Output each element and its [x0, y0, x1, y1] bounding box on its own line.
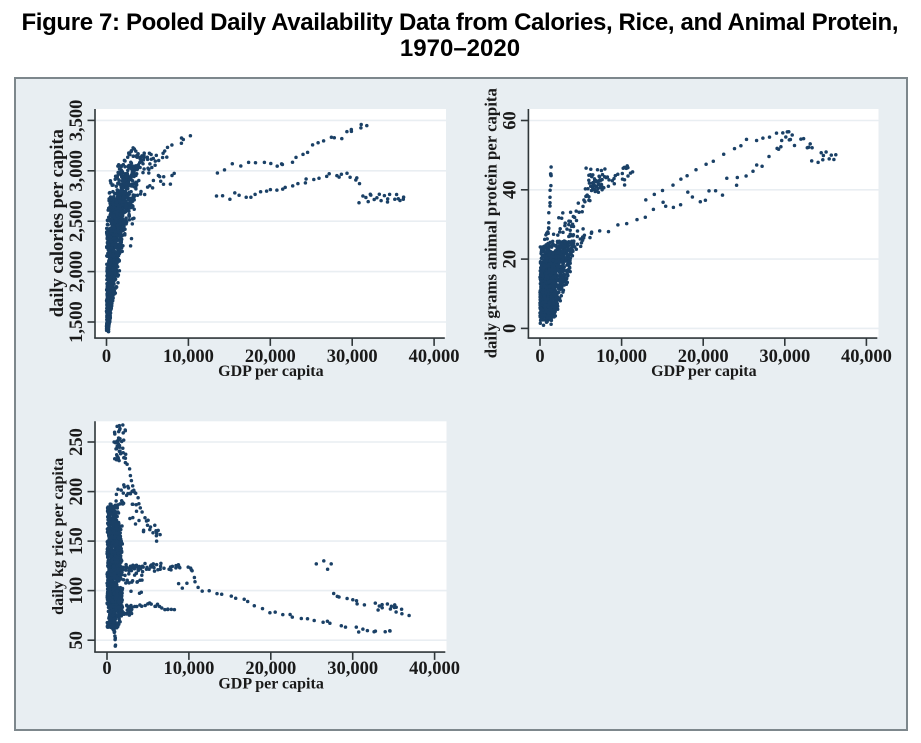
svg-text:20,000: 20,000 [245, 347, 296, 367]
svg-text:200: 200 [67, 478, 87, 506]
svg-text:GDP per capita: GDP per capita [218, 676, 323, 693]
svg-text:0: 0 [102, 347, 111, 367]
svg-text:daily calories per capita: daily calories per capita [48, 129, 68, 317]
svg-text:250: 250 [67, 428, 87, 456]
svg-text:0: 0 [535, 347, 544, 367]
svg-text:1,500: 1,500 [67, 301, 87, 343]
svg-text:1970–2020: 1970–2020 [400, 35, 520, 62]
svg-text:40,000: 40,000 [409, 347, 460, 367]
svg-text:0: 0 [501, 324, 521, 333]
svg-text:20,000: 20,000 [245, 659, 296, 679]
svg-text:30,000: 30,000 [759, 347, 810, 367]
svg-text:10,000: 10,000 [163, 659, 214, 679]
svg-text:30,000: 30,000 [327, 347, 378, 367]
svg-text:GDP per capita: GDP per capita [651, 363, 756, 380]
svg-text:10,000: 10,000 [163, 347, 214, 367]
svg-text:150: 150 [67, 527, 87, 555]
svg-text:30,000: 30,000 [327, 659, 378, 679]
svg-text:daily grams animal protein per: daily grams animal protein per capita [482, 87, 501, 358]
svg-text:0: 0 [102, 659, 111, 679]
svg-text:3,000: 3,000 [67, 150, 87, 192]
svg-text:40: 40 [501, 181, 521, 200]
svg-text:2,000: 2,000 [67, 251, 87, 293]
svg-text:GDP per capita: GDP per capita [218, 363, 323, 380]
svg-text:60: 60 [501, 111, 521, 130]
svg-text:100: 100 [67, 577, 87, 605]
svg-text:50: 50 [67, 631, 87, 650]
svg-text:40,000: 40,000 [409, 659, 460, 679]
svg-text:10,000: 10,000 [596, 347, 647, 367]
svg-text:daily kg rice per capita: daily kg rice per capita [50, 458, 67, 615]
svg-text:20: 20 [501, 250, 521, 269]
svg-text:2,500: 2,500 [67, 200, 87, 242]
svg-text:3,500: 3,500 [67, 100, 87, 142]
svg-text:Figure 7: Pooled Daily Availab: Figure 7: Pooled Daily Availability Data… [22, 9, 899, 36]
svg-text:40,000: 40,000 [841, 347, 892, 367]
svg-text:20,000: 20,000 [678, 347, 729, 367]
